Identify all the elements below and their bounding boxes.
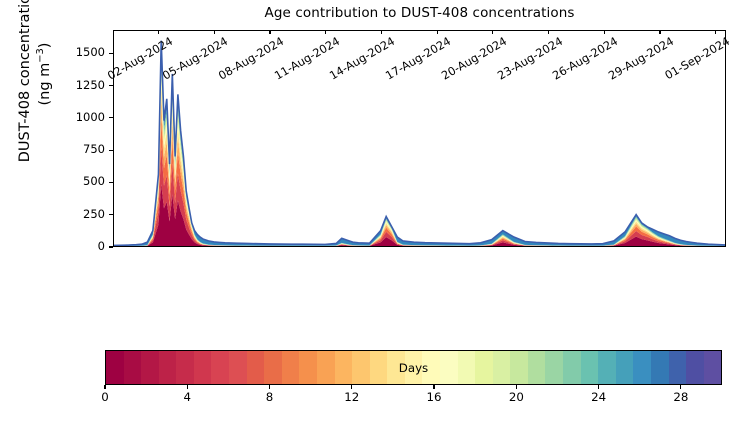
x-tick-mark bbox=[380, 30, 382, 34]
x-tick-mark bbox=[213, 30, 215, 34]
x-tick-mark bbox=[492, 30, 494, 34]
colorbar-tick-label: 0 bbox=[101, 390, 109, 404]
colorbar-segment bbox=[352, 351, 370, 384]
colorbar-tick-mark bbox=[433, 385, 435, 389]
colorbar-segment bbox=[123, 351, 142, 384]
colorbar-segment bbox=[106, 351, 124, 384]
y-tick-mark bbox=[109, 246, 113, 248]
colorbar-segment bbox=[563, 351, 581, 384]
colorbar-segment bbox=[387, 351, 405, 384]
y-axis-label-line1: DUST-408 concentration bbox=[17, 0, 34, 163]
colorbar-segment bbox=[193, 351, 212, 384]
colorbar-segment bbox=[422, 351, 440, 384]
total-concentration-line bbox=[114, 41, 725, 246]
colorbar-segment bbox=[703, 351, 722, 384]
colorbar-tick-label: 12 bbox=[344, 390, 360, 404]
colorbar-segment bbox=[686, 351, 704, 384]
main-plot-axes bbox=[113, 30, 726, 247]
colorbar-segment bbox=[264, 351, 282, 384]
y-axis-label-paren: ) bbox=[36, 42, 53, 49]
y-tick-mark bbox=[109, 84, 113, 87]
colorbar-tick-label: 24 bbox=[591, 390, 607, 404]
x-tick-mark bbox=[659, 30, 661, 34]
stacked-area-series bbox=[114, 31, 725, 246]
colorbar-segment bbox=[633, 351, 651, 384]
colorbar-segment bbox=[580, 351, 599, 384]
colorbar-segment bbox=[369, 351, 388, 384]
colorbar-segment bbox=[668, 351, 687, 384]
colorbar-segment bbox=[598, 351, 616, 384]
y-axis-label-exponent: −3 bbox=[35, 48, 47, 63]
y-tick-mark bbox=[109, 149, 113, 151]
y-tick-label: 250 bbox=[83, 206, 105, 221]
colorbar-segment bbox=[299, 351, 317, 384]
colorbar-segment bbox=[615, 351, 634, 384]
colorbar-segment bbox=[439, 351, 458, 384]
area-band bbox=[114, 52, 725, 246]
colorbar-segment bbox=[141, 351, 159, 384]
x-tick-mark bbox=[325, 30, 327, 34]
colorbar-segment bbox=[316, 351, 335, 384]
colorbar-segment bbox=[527, 351, 546, 384]
x-tick-mark bbox=[269, 30, 271, 34]
colorbar-segment bbox=[510, 351, 528, 384]
y-axis-label-line2: (ng m−3) bbox=[35, 43, 55, 106]
y-tick-mark bbox=[109, 181, 113, 183]
colorbar[interactable]: Days bbox=[105, 350, 722, 385]
colorbar-segment bbox=[492, 351, 511, 384]
y-axis-label-unit: (ng m bbox=[36, 62, 53, 106]
x-tick-mark bbox=[436, 30, 438, 34]
y-tick-label: 1250 bbox=[75, 77, 105, 92]
y-tick-mark bbox=[109, 117, 113, 119]
area-band bbox=[114, 184, 725, 246]
colorbar-gradient bbox=[106, 351, 722, 384]
x-tick-mark bbox=[715, 30, 717, 34]
x-tick-mark bbox=[157, 30, 160, 34]
colorbar-segment bbox=[229, 351, 247, 384]
colorbar-tick-mark bbox=[680, 385, 682, 389]
colorbar-tick-label: 16 bbox=[426, 390, 442, 404]
y-tick-mark bbox=[109, 214, 113, 216]
colorbar-tick-mark bbox=[351, 385, 353, 389]
colorbar-tick-label: 20 bbox=[508, 390, 524, 404]
colorbar-segment bbox=[334, 351, 353, 384]
x-tick-mark bbox=[548, 30, 550, 34]
colorbar-tick-label: 8 bbox=[265, 390, 274, 404]
y-tick-label: 500 bbox=[83, 174, 105, 189]
page-title: Age contribution to DUST-408 concentrati… bbox=[264, 5, 575, 21]
colorbar-tick-mark bbox=[186, 385, 188, 389]
y-tick-label: 0 bbox=[97, 239, 105, 253]
colorbar-tick-label: 4 bbox=[183, 390, 192, 404]
y-tick-mark bbox=[109, 52, 113, 54]
colorbar-tick-mark bbox=[268, 385, 271, 389]
colorbar-segment bbox=[404, 351, 423, 384]
colorbar-segment bbox=[246, 351, 265, 384]
y-tick-label: 1500 bbox=[75, 45, 105, 60]
colorbar-tick-mark bbox=[515, 385, 517, 389]
colorbar-tick-mark bbox=[598, 385, 600, 389]
colorbar-segment bbox=[545, 351, 564, 384]
colorbar-segment bbox=[457, 351, 476, 384]
colorbar-segment bbox=[650, 351, 669, 384]
area-band bbox=[114, 40, 725, 246]
colorbar-tick-mark bbox=[104, 385, 106, 389]
colorbar-segment bbox=[475, 351, 493, 384]
x-tick-mark bbox=[603, 30, 605, 34]
colorbar-segment bbox=[281, 351, 300, 384]
colorbar-segment bbox=[211, 351, 230, 384]
plot-area bbox=[114, 31, 725, 246]
y-tick-label: 1000 bbox=[75, 109, 105, 124]
y-tick-label: 750 bbox=[83, 142, 105, 157]
colorbar-segment bbox=[176, 351, 194, 384]
y-axis-label: DUST-408 concentration (ng m−3) bbox=[14, 0, 58, 194]
colorbar-segment bbox=[158, 351, 177, 384]
colorbar-tick-label: 28 bbox=[673, 390, 689, 404]
